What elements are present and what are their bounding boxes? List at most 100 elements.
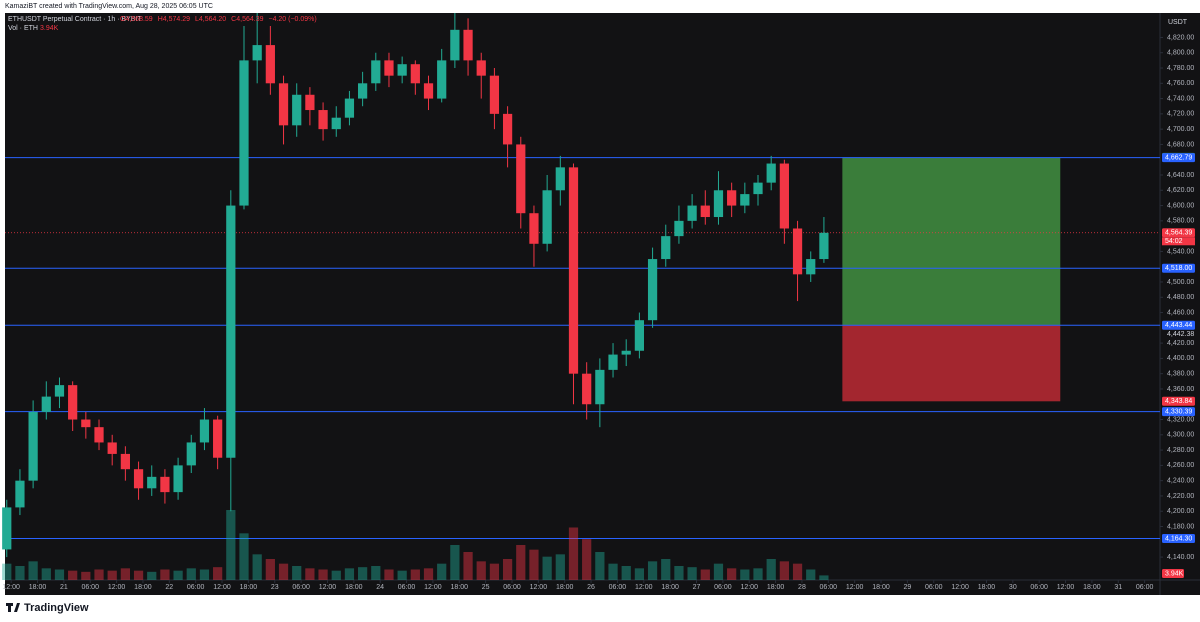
- y-tick-label: 4,620.00: [1167, 187, 1194, 194]
- line-tag-label: 4,518.00: [1165, 265, 1192, 272]
- y-tick-label: 4,260.00: [1167, 462, 1194, 469]
- volume-bar: [819, 575, 829, 580]
- volume-tag: [1162, 569, 1184, 578]
- line-tag-label: 4,330.39: [1165, 408, 1192, 415]
- x-tick-label: 06:00: [292, 584, 310, 591]
- y-tick-label: 4,800.00: [1167, 50, 1194, 57]
- candle-body: [41, 396, 51, 412]
- x-tick-label: 31: [1114, 584, 1122, 591]
- volume-bar: [806, 569, 816, 580]
- volume-bar: [542, 556, 552, 580]
- x-tick-label: 12:00: [951, 584, 969, 591]
- volume-bar: [15, 566, 25, 580]
- currency-label: USDT: [1168, 19, 1188, 26]
- candle-body: [792, 228, 803, 275]
- x-tick-label: 18:00: [451, 584, 469, 591]
- volume-bar: [634, 568, 645, 580]
- x-tick-label: 28: [798, 584, 806, 591]
- y-tick-label: 4,380.00: [1167, 371, 1194, 378]
- candle-body: [529, 213, 539, 244]
- volume-bar: [674, 566, 684, 580]
- volume-bar: [423, 568, 434, 580]
- x-tick-label: 12:00: [635, 584, 653, 591]
- candle-body: [68, 385, 78, 420]
- volume-bar: [305, 568, 315, 580]
- x-tick-label: 18:00: [767, 584, 785, 591]
- volume-bar: [94, 569, 104, 580]
- volume-bar: [463, 552, 473, 580]
- x-tick-label: 12:00: [530, 584, 548, 591]
- brand-name: TradingView: [24, 602, 89, 614]
- logo-icon: [6, 603, 20, 612]
- x-tick-label: 06:00: [187, 584, 205, 591]
- y-tick-label: 4,700.00: [1167, 126, 1194, 133]
- y-tick-label: 4,200.00: [1167, 508, 1194, 515]
- candle-body: [779, 163, 789, 229]
- x-tick-label: 18:00: [1083, 584, 1101, 591]
- y-tick-label: 4,320.00: [1167, 416, 1194, 423]
- y-tick-label: 4,360.00: [1167, 386, 1194, 393]
- volume-bar: [147, 571, 157, 580]
- volume-bar: [397, 570, 407, 580]
- legend-volume-value: 3.94K: [40, 25, 59, 32]
- candle-body: [147, 476, 157, 489]
- x-tick-label: 06:00: [1136, 584, 1154, 591]
- x-tick-label: 12:00: [846, 584, 864, 591]
- line-tag-label: 4,164.30: [1165, 535, 1192, 542]
- x-tick-label: 12:00: [2, 584, 20, 591]
- x-tick-label: 18:00: [134, 584, 152, 591]
- candle-body: [226, 205, 236, 458]
- volume-bar: [292, 566, 302, 580]
- candle-body: [555, 167, 565, 191]
- volume-bar: [727, 568, 737, 580]
- x-tick-label: 25: [482, 584, 490, 591]
- volume-bar: [68, 570, 78, 580]
- candle-body: [213, 419, 223, 458]
- candle-body: [502, 113, 513, 145]
- candle-body: [582, 373, 592, 405]
- volume-bar: [384, 569, 394, 580]
- y-tick-label: 4,180.00: [1167, 523, 1194, 530]
- candle-body: [120, 453, 130, 470]
- candle-body: [292, 94, 302, 126]
- legend-value: L4,564.20: [195, 16, 226, 23]
- volume-bar: [661, 559, 671, 580]
- y-tick-label: 4,540.00: [1167, 248, 1194, 255]
- legend-value: H4,574.29: [158, 16, 190, 23]
- volume-bar: [160, 569, 170, 580]
- last-price-tag: [1162, 228, 1195, 238]
- candle-body: [713, 190, 724, 218]
- y-tick-label: 4,220.00: [1167, 493, 1194, 500]
- x-tick-label: 12:00: [319, 584, 337, 591]
- y-tick-label: 4,460.00: [1167, 309, 1194, 316]
- volume-bar: [120, 568, 130, 580]
- volume-bar: [252, 554, 262, 580]
- candle-body: [674, 220, 684, 237]
- volume-bar: [555, 554, 565, 580]
- x-tick-label: 27: [693, 584, 701, 591]
- volume-bar: [792, 563, 803, 580]
- line-tag-label: 4,662.79: [1165, 154, 1192, 161]
- x-tick-label: 18:00: [872, 584, 890, 591]
- candle-body: [278, 83, 289, 126]
- volume-bar: [41, 568, 51, 580]
- volume-bar: [107, 570, 117, 580]
- profit-zone: [842, 157, 1061, 326]
- candle-body: [661, 236, 671, 260]
- candle-body: [423, 83, 434, 99]
- candle-body: [81, 419, 91, 428]
- x-tick-label: 18:00: [978, 584, 996, 591]
- candle-body: [358, 83, 368, 99]
- candle-body: [239, 60, 249, 206]
- volume-bar: [199, 569, 210, 580]
- y-tick-label: 4,280.00: [1167, 447, 1194, 454]
- volume-bar: [476, 561, 486, 580]
- plot: [2, 13, 1160, 580]
- volume-bar: [766, 559, 776, 580]
- line-tag: [1162, 153, 1195, 163]
- line-tag: [1162, 407, 1195, 417]
- volume-bar: [516, 545, 526, 580]
- y-tick-label: 4,400.00: [1167, 355, 1194, 362]
- candle-body: [15, 480, 25, 508]
